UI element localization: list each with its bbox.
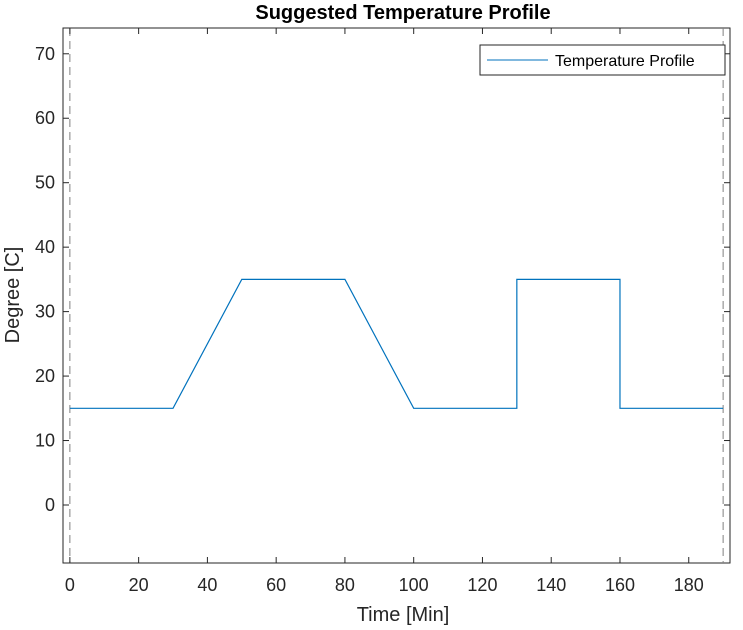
series-line-0	[69, 278, 724, 409]
y-tick-label: 40	[35, 237, 55, 257]
x-tick-label: 40	[197, 575, 217, 595]
x-tick-label: 0	[65, 575, 75, 595]
y-tick-label: 0	[45, 495, 55, 515]
x-tick-label: 160	[605, 575, 635, 595]
x-axis-label: Time [Min]	[357, 604, 450, 626]
legend-entry-label: Temperature Profile	[555, 53, 695, 70]
y-tick-label: 50	[35, 173, 55, 193]
chart-title: Suggested Temperature Profile	[255, 2, 550, 24]
y-tick-label: 20	[35, 366, 55, 386]
y-tick-label: 60	[35, 108, 55, 128]
x-tick-label: 140	[536, 575, 566, 595]
x-axis-ticks: 0 20 40 60 80 100 120 140 160 180	[65, 28, 704, 595]
x-tick-label: 180	[674, 575, 704, 595]
x-tick-label: 80	[335, 575, 355, 595]
x-tick-label: 120	[467, 575, 497, 595]
y-axis-ticks: 0 10 20 30 40 50 60 70	[35, 44, 730, 515]
axes-box	[62, 27, 731, 564]
y-tick-label: 10	[35, 431, 55, 451]
y-tick-label: 30	[35, 302, 55, 322]
series-layer	[69, 278, 724, 409]
plot-area	[62, 27, 731, 564]
x-tick-label: 100	[399, 575, 429, 595]
vertical-reference-lines	[69, 28, 724, 563]
legend: Temperature Profile	[479, 44, 726, 76]
y-tick-label: 70	[35, 44, 55, 64]
y-axis-label: Degree [C]	[2, 247, 24, 344]
x-tick-label: 20	[129, 575, 149, 595]
x-tick-label: 60	[266, 575, 286, 595]
